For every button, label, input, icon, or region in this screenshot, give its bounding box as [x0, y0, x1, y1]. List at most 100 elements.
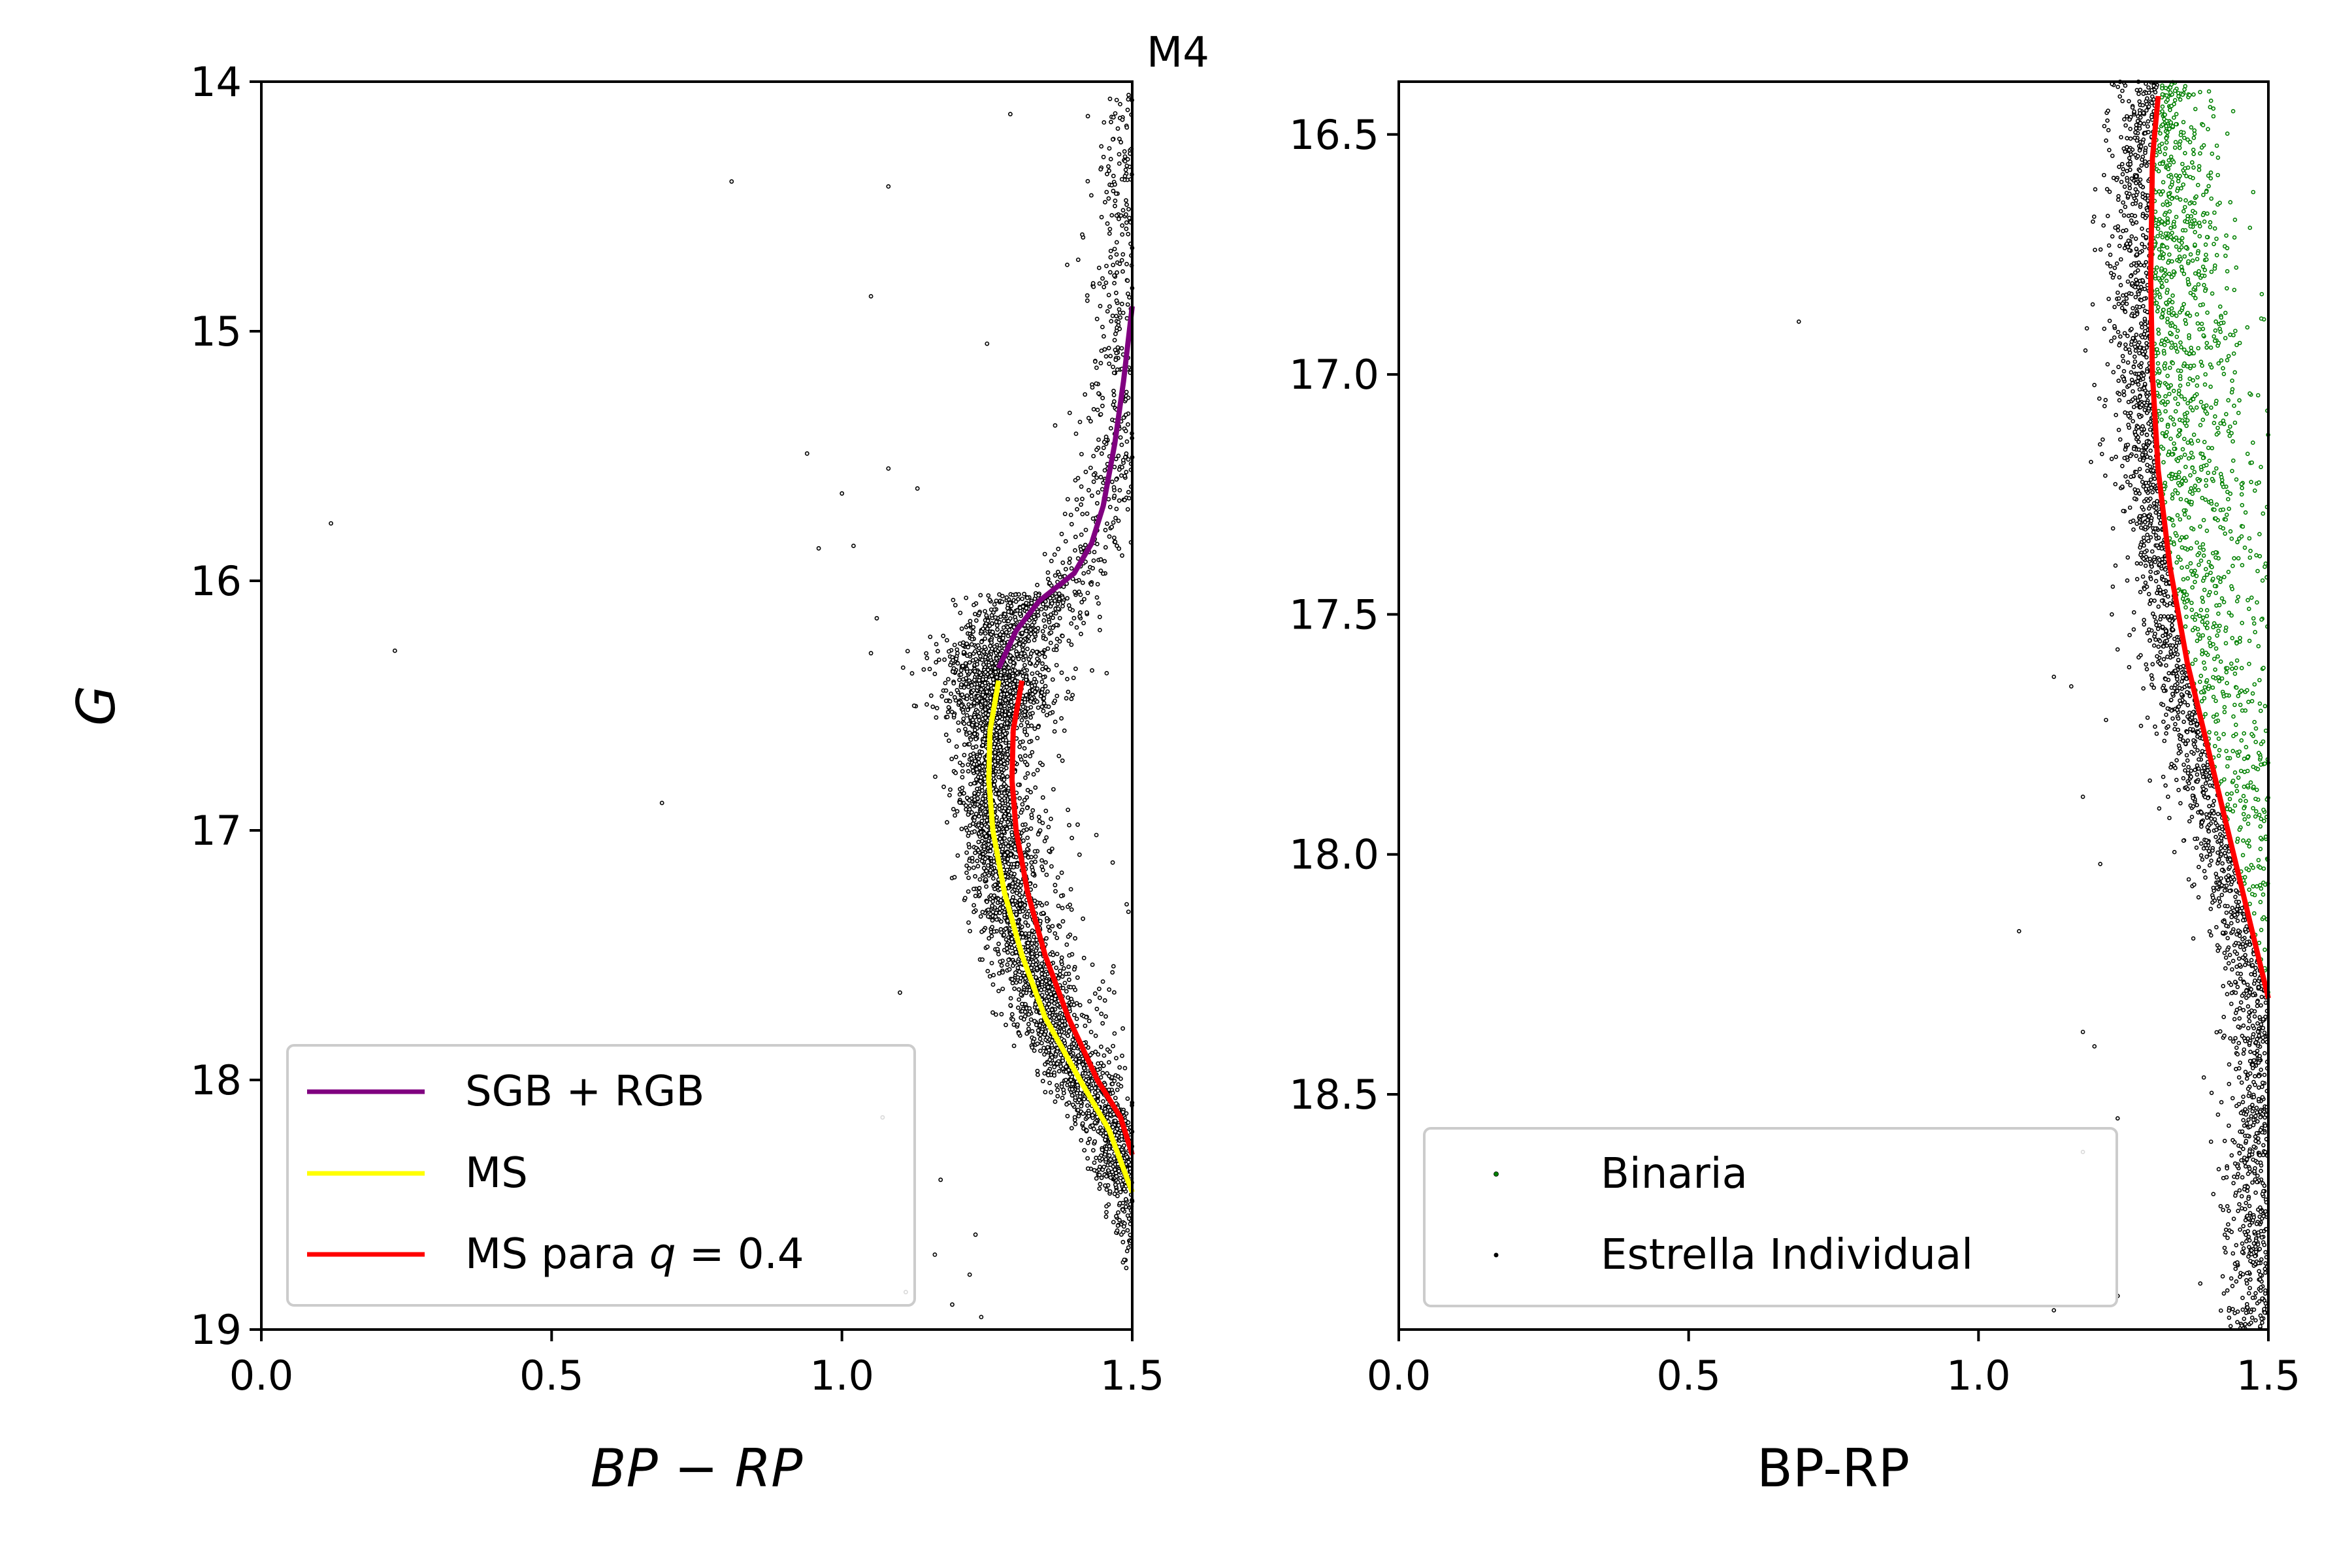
star-point: [977, 678, 982, 683]
star-point: [927, 666, 932, 672]
individual-star-point: [2141, 686, 2146, 691]
star-point: [983, 636, 988, 641]
star-point: [1066, 964, 1071, 970]
star-point: [1101, 1099, 1105, 1104]
star-point: [1124, 163, 1130, 169]
star-point: [994, 656, 999, 661]
star-point: [972, 829, 977, 834]
star-point: [1040, 661, 1045, 666]
star-point: [928, 693, 934, 698]
individual-star-point: [2236, 1209, 2240, 1213]
star-point: [1017, 592, 1021, 597]
star-point: [1038, 694, 1043, 698]
star-point: [1126, 231, 1131, 237]
star-point: [987, 597, 992, 602]
star-point: [1084, 1015, 1088, 1020]
star-point: [964, 850, 969, 855]
star-point: [1124, 1266, 1129, 1271]
star-point: [1033, 628, 1038, 632]
individual-star-point: [2174, 663, 2180, 668]
star-point: [1067, 560, 1072, 565]
star-point: [1089, 1086, 1094, 1091]
star-point: [1046, 704, 1051, 710]
star-point: [967, 858, 972, 863]
star-point: [997, 796, 1002, 801]
star-point: [1079, 631, 1083, 636]
star-point: [1000, 817, 1004, 823]
star-point: [991, 876, 996, 881]
star-point: [1024, 629, 1029, 634]
star-point: [1119, 1182, 1124, 1187]
star-point: [1040, 821, 1045, 825]
star-point: [921, 667, 926, 672]
star-point: [924, 651, 929, 656]
individual-star-point: [2134, 88, 2140, 93]
star-point: [986, 712, 990, 717]
star-point: [1060, 604, 1065, 609]
star-point: [1066, 689, 1071, 694]
star-point: [1085, 1141, 1090, 1145]
star-point: [1107, 231, 1112, 236]
star-point: [1086, 1071, 1091, 1076]
star-point: [1109, 480, 1115, 484]
star-point: [947, 649, 951, 654]
star-point: [1068, 985, 1073, 990]
star-point: [1124, 1249, 1130, 1254]
star-point: [1037, 828, 1043, 833]
star-point: [1076, 1114, 1081, 1119]
star-point: [961, 710, 966, 715]
star-point: [1126, 489, 1131, 495]
star-point: [1090, 281, 1096, 286]
star-point: [1090, 385, 1095, 390]
star-point: [1099, 144, 1104, 149]
individual-star-point: [2106, 297, 2111, 301]
star-point: [1107, 146, 1112, 151]
star-point: [999, 1011, 1004, 1017]
star-point: [1037, 951, 1043, 956]
star-point: [1114, 298, 1119, 303]
star-point: [1016, 782, 1021, 787]
star-point: [1030, 1045, 1035, 1050]
star-point: [1103, 280, 1109, 286]
star-point: [1017, 898, 1022, 903]
star-point: [1049, 1007, 1054, 1012]
star-point: [1103, 1214, 1109, 1219]
star-point: [1126, 291, 1130, 296]
individual-star-point: [2174, 758, 2179, 762]
star-point: [1051, 953, 1056, 957]
star-point: [973, 874, 977, 879]
star-point: [1117, 467, 1122, 472]
star-point: [947, 738, 951, 743]
star-point: [982, 815, 987, 820]
star-point: [945, 715, 950, 719]
star-point: [955, 647, 960, 652]
star-point: [1120, 1026, 1125, 1031]
star-point: [983, 609, 987, 613]
star-point: [1102, 334, 1106, 339]
star-point: [1099, 1011, 1104, 1017]
star-point: [1047, 1081, 1052, 1085]
star-point: [975, 858, 980, 864]
star-point: [1023, 983, 1028, 988]
star-point: [1108, 248, 1113, 253]
x-tick-label: 1.5: [1100, 1352, 1165, 1399]
star-point: [1124, 125, 1130, 130]
star-point: [1053, 883, 1058, 888]
star-point: [1037, 1036, 1043, 1041]
star-point: [1112, 280, 1117, 286]
star-point: [968, 669, 973, 674]
star-point: [1048, 1061, 1053, 1066]
star-point: [1019, 651, 1024, 656]
star-point: [1026, 931, 1032, 936]
individual-star-point: [2150, 549, 2155, 554]
star-point: [1049, 1090, 1053, 1095]
star-point: [1115, 1180, 1120, 1184]
star-point: [983, 794, 988, 798]
star-point: [1102, 1053, 1107, 1058]
star-point: [1016, 879, 1021, 884]
star-point: [1124, 261, 1129, 267]
star-point: [1000, 905, 1005, 910]
star-point: [1112, 1031, 1117, 1036]
individual-star-point: [2212, 798, 2216, 804]
individual-star-point: [2184, 753, 2189, 758]
